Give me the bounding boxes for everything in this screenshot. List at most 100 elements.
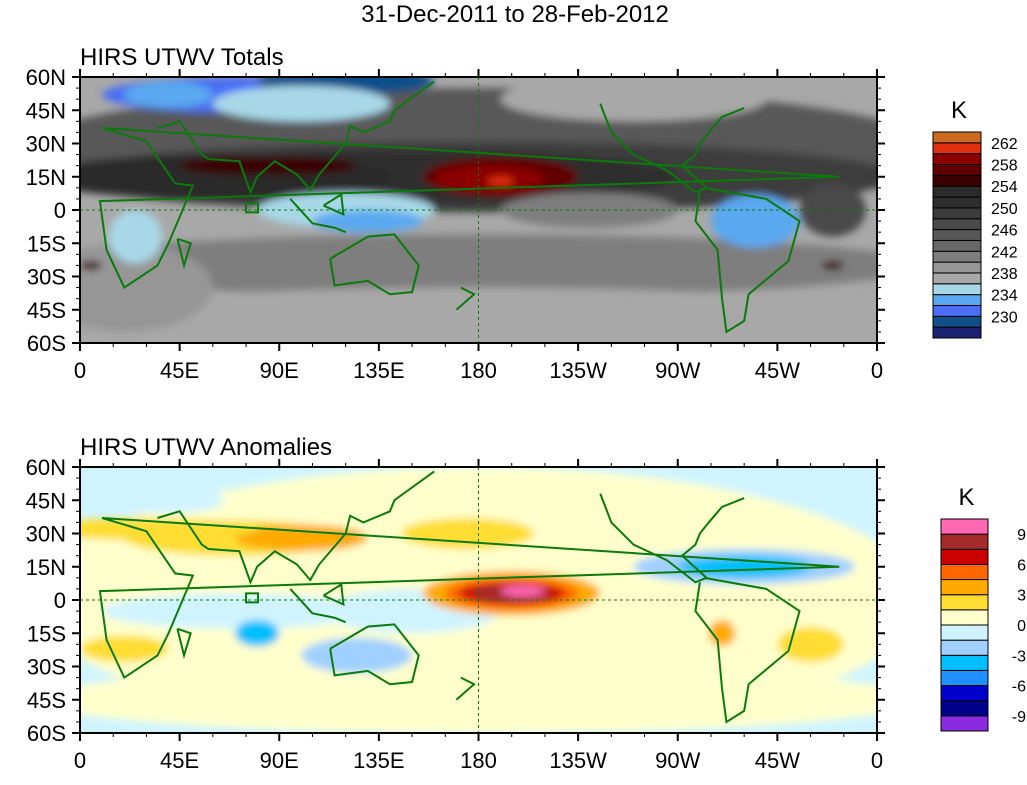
colorbar-box <box>940 563 989 581</box>
colorbar-box <box>932 153 982 166</box>
colorbar-label: 242 <box>991 244 1018 261</box>
colorbar-box <box>940 639 989 656</box>
colorbar-label: -6 <box>1012 679 1026 696</box>
y-tick-label: 30N <box>26 132 66 157</box>
colorbar-label: 254 <box>991 179 1018 196</box>
colorbar-label: 246 <box>991 223 1018 240</box>
colorbar-box <box>932 131 982 144</box>
coastlines <box>98 80 840 334</box>
contour-region <box>500 77 767 122</box>
x-tick-label: 45E <box>160 748 199 773</box>
colorbar-box <box>940 594 989 611</box>
y-tick-label: 45S <box>27 298 66 323</box>
contour-region <box>677 555 811 578</box>
contour-region <box>113 486 224 514</box>
colorbar-box <box>932 272 982 285</box>
y-tick-label: 45N <box>26 488 66 513</box>
colorbar-box <box>940 579 989 596</box>
contour-field <box>80 467 877 733</box>
colorbar-box <box>932 185 982 198</box>
contour-region <box>80 666 877 733</box>
colorbar-box <box>932 164 982 176</box>
y-tick-label: 0 <box>54 588 66 613</box>
panel-title: HIRS UTWV Totals <box>80 44 284 71</box>
colorbar-box <box>940 548 989 565</box>
x-tick-label: 45W <box>755 358 800 383</box>
colorbar: K 262 258 254 250 246 242 238 234 230 <box>932 97 1018 339</box>
y-tick-label: 15N <box>26 555 66 580</box>
colorbar-box <box>940 685 989 702</box>
x-tick-label: 135W <box>549 358 607 383</box>
colorbar-box <box>932 218 982 231</box>
y-tick-label: 60S <box>27 721 66 746</box>
x-tick-label: 0 <box>871 358 883 383</box>
colorbar-label: 262 <box>991 136 1018 153</box>
contour-region <box>124 81 213 109</box>
x-tick-label: 0 <box>74 358 86 383</box>
contour-region <box>108 210 162 264</box>
x-tick-label: 0 <box>74 748 86 773</box>
colorbar-label: 238 <box>991 266 1018 283</box>
x-tick-label: 180 <box>460 748 497 773</box>
x-tick-label: 135W <box>549 748 607 773</box>
y-tick-label: 60N <box>26 455 66 480</box>
colorbar-label: 258 <box>991 158 1018 175</box>
colorbar: K 9 6 3 0 -3 -6 -9 <box>940 484 1026 732</box>
x-tick-label: 0 <box>871 748 883 773</box>
y-tick-label: 60S <box>27 331 66 356</box>
map-panel-0: HIRS UTWV Totals 0 45E 90E 135E 180 135W 90W 45W… <box>26 44 1018 383</box>
x-tick-label: 45E <box>160 358 199 383</box>
colorbar-box <box>932 315 982 328</box>
panel-title: HIRS UTWV Anomalies <box>80 434 332 461</box>
y-tick-label: 15S <box>27 231 66 256</box>
contour-region <box>234 524 368 552</box>
x-tick-label: 90W <box>655 358 700 383</box>
contour-region <box>708 619 736 647</box>
contour-region <box>80 517 258 541</box>
colorbar-box <box>940 624 989 641</box>
contour-region <box>500 192 678 228</box>
y-tick-label: 60N <box>26 65 66 90</box>
colorbar-label: -9 <box>1012 709 1026 726</box>
contour-region <box>234 619 280 647</box>
contour-region <box>301 637 413 674</box>
colorbar-box <box>932 261 982 274</box>
contour-region <box>80 260 103 270</box>
colorbar-label: 230 <box>991 309 1018 326</box>
x-tick-label: 90E <box>260 358 299 383</box>
y-tick-label: 0 <box>54 198 66 223</box>
colorbar-box <box>932 283 982 296</box>
colorbar-box <box>932 294 982 306</box>
colorbar-label: -3 <box>1012 648 1026 665</box>
colorbar-box <box>940 669 989 687</box>
colorbar-unit: K <box>958 484 974 511</box>
x-tick-label: 135E <box>353 748 404 773</box>
colorbar-box <box>932 229 982 241</box>
contour-region <box>80 287 877 343</box>
contour-region <box>821 260 844 270</box>
contour-region <box>312 210 424 233</box>
colorbar-label: 234 <box>991 288 1018 305</box>
colorbar-box <box>940 518 989 535</box>
colorbar-box <box>932 326 982 339</box>
colorbar-box <box>940 609 989 626</box>
colorbar-box <box>932 142 982 155</box>
x-tick-label: 90E <box>260 748 299 773</box>
colorbar-label: 3 <box>1017 588 1026 605</box>
contour-region <box>80 635 169 663</box>
colorbar-box <box>932 207 982 220</box>
colorbar-label: 0 <box>1017 618 1026 635</box>
contour-region <box>500 585 545 597</box>
colorbar-label: 250 <box>991 201 1018 218</box>
colorbar-box <box>940 533 989 550</box>
y-tick-label: 15N <box>26 165 66 190</box>
island-outline <box>245 592 260 604</box>
colorbar-box <box>940 715 989 732</box>
island-outline <box>245 202 260 214</box>
y-tick-label: 30S <box>27 655 66 680</box>
colorbar-unit: K <box>951 97 967 124</box>
y-tick-label: 30S <box>27 265 66 290</box>
x-tick-label: 180 <box>460 358 497 383</box>
colorbar-label: 6 <box>1017 557 1026 574</box>
colorbar-box <box>932 174 982 187</box>
